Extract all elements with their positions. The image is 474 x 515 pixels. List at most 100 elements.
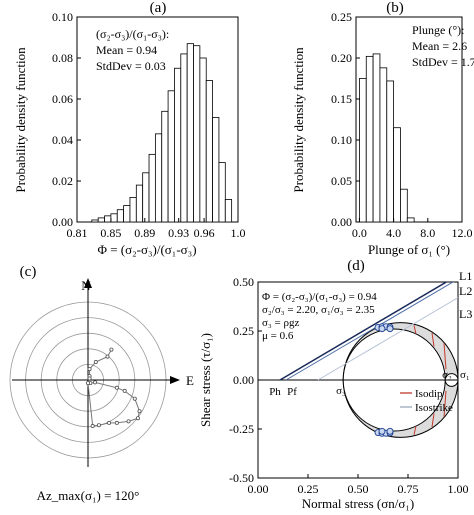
east-label: E: [186, 373, 194, 388]
hist-a-ytick-label: 0.04: [52, 133, 73, 147]
hist-b-bar: [393, 127, 401, 223]
hist-a-bar: [161, 110, 169, 223]
annotation-a-line2: Mean = 0.94: [96, 43, 157, 57]
legend-isostrike-label: Isostrike: [415, 402, 453, 414]
label-Ph: Ph: [269, 386, 281, 398]
rose-point: [135, 416, 140, 421]
hist-a-ytick-label: 0.10: [52, 10, 73, 24]
hist-a-bar: [142, 172, 150, 223]
hist-a-bar: [186, 43, 194, 223]
hist-b-ytick-label: 0.10: [331, 133, 352, 147]
rose-point: [137, 409, 142, 414]
annotation-d-line2: σ₂/σ₃ = 2.20, σ₁/σ₃ = 2.35: [262, 304, 375, 316]
rose-diagram-panel: N E Az_max(σ₁) = 120°: [9, 278, 194, 503]
isodip-line: [413, 325, 417, 335]
mohr-ytick-label: 0.00: [233, 373, 254, 387]
north-arrow-icon: [84, 278, 92, 288]
hist-b-bar: [406, 217, 415, 223]
rose-point: [122, 388, 127, 393]
hist-a-bar: [224, 199, 233, 223]
rose-point: [132, 396, 137, 401]
hist-a-xtick-label: 0.81: [67, 226, 88, 240]
hist-a-bar: [205, 80, 213, 223]
rose-point: [114, 385, 119, 390]
stress-point: [386, 427, 394, 435]
envelope-line-L2: [285, 282, 454, 381]
hist-b-xtick-label: 12.0: [452, 226, 473, 240]
hist-a-bar: [129, 196, 137, 223]
isodip-line: [431, 332, 435, 347]
stress-point: [378, 427, 386, 435]
hist-a-ytick-label: 0.00: [52, 215, 73, 229]
hist-a-bar: [148, 153, 156, 223]
hist-b-ytick-label: 0.25: [331, 10, 352, 24]
hist-a-bar: [180, 53, 188, 223]
hist-a-xtick-label: 0.96: [194, 226, 215, 240]
isodip-line: [443, 390, 447, 417]
panel-letter-a: (a): [150, 0, 167, 16]
isodip-line: [443, 343, 447, 370]
rose-point: [96, 423, 101, 428]
series-label-L1: L1: [459, 269, 472, 283]
rose-title: Az_max(σ₁) = 120°: [37, 488, 140, 503]
mohr-circle-panel: 0.50 0.25 0.00 -0.25 -0.50 0.00 0.25 0.50 0.75 1…: [198, 269, 472, 511]
rose-point: [93, 360, 98, 365]
hist-a-bar: [110, 213, 118, 223]
hist-a-ytick-label: 0.08: [52, 51, 73, 65]
hist-a-ytick-label: 0.06: [52, 92, 73, 106]
hist-b-ytick-label: 0.05: [331, 174, 352, 188]
rose-point: [109, 347, 114, 352]
mohr-xtick-label: 0.75: [398, 482, 419, 496]
hist-b-bar: [365, 55, 374, 223]
annotation-b-line2: Mean = 2.6: [412, 39, 467, 53]
stress-point: [378, 325, 386, 333]
series-label-L3: L3: [459, 307, 472, 321]
mohr-xtick-label: 0.50: [348, 482, 369, 496]
annotation-d-line3: σ₃ = ρgz: [262, 317, 299, 329]
mohr-ytick-label: 0.50: [233, 275, 254, 289]
label-sigma2: σ₂: [442, 369, 452, 381]
stress-point: [386, 325, 394, 333]
hist-a-bar: [218, 162, 226, 223]
rose-point: [90, 424, 95, 429]
hist-a-bar: [123, 205, 131, 223]
envelope-line-L3: [317, 297, 458, 381]
rose-point: [87, 376, 92, 381]
xlabel-b: Plunge of σ₁ (°): [368, 242, 450, 257]
hist-b-bar: [372, 53, 381, 223]
ylabel-d: Shear stress (τ/σ₁): [198, 333, 213, 427]
hist-b-xtick-label: 0.0: [352, 226, 367, 240]
rose-point: [86, 381, 91, 386]
hist-a-bar: [104, 215, 112, 223]
hist-b-xtick-label: 8.0: [420, 226, 435, 240]
hist-b-ytick-label: 0.20: [331, 51, 352, 65]
hist-b-bar: [359, 78, 367, 223]
rose-point: [114, 420, 119, 425]
hist-b-ytick-label: 0.00: [331, 215, 352, 229]
north-label: N: [81, 278, 91, 293]
panel-letter-d: (d): [347, 258, 365, 274]
ylabel-a: Probability density function: [13, 47, 28, 193]
legend-isodip-label: Isodip: [415, 388, 443, 400]
annotation-a-line1: (σ₂-σ₃)/(σ₁-σ₃):: [96, 27, 169, 41]
label-Pf: Pf: [287, 386, 297, 398]
xlabel-d: Normal stress (σn/σ₁): [302, 496, 414, 511]
mohr-xtick-label: 0.25: [298, 482, 319, 496]
label-sigma1: σ₁: [460, 369, 470, 381]
histogram-plunge-panel: 0.00 0.05 0.10 0.15 0.20 0.25 0.0 4.0 8.0 12.0 P…: [291, 10, 474, 257]
hist-a-xtick-label: 1.0: [231, 226, 246, 240]
series-label-L2: L2: [459, 284, 472, 298]
hist-a-xtick-label: 0.93: [168, 226, 189, 240]
hist-a-bar: [199, 57, 207, 223]
hist-a-bar: [116, 209, 125, 223]
hist-a-xtick-label: 0.85: [100, 226, 121, 240]
rose-point: [105, 354, 110, 359]
hist-a-bar: [193, 45, 201, 223]
rose-point: [107, 420, 112, 425]
xlabel-a: Φ = (σ₂-σ₃)/(σ₁-σ₃): [97, 242, 196, 257]
rose-point: [87, 367, 92, 372]
annotation-a-line3: StdDev = 0.03: [96, 59, 166, 73]
histogram-phi-panel: 0.00 0.02 0.04 0.06 0.08 0.10 0.81 0.85 0.89 0.9…: [13, 10, 246, 257]
hist-a-bar: [154, 133, 163, 223]
